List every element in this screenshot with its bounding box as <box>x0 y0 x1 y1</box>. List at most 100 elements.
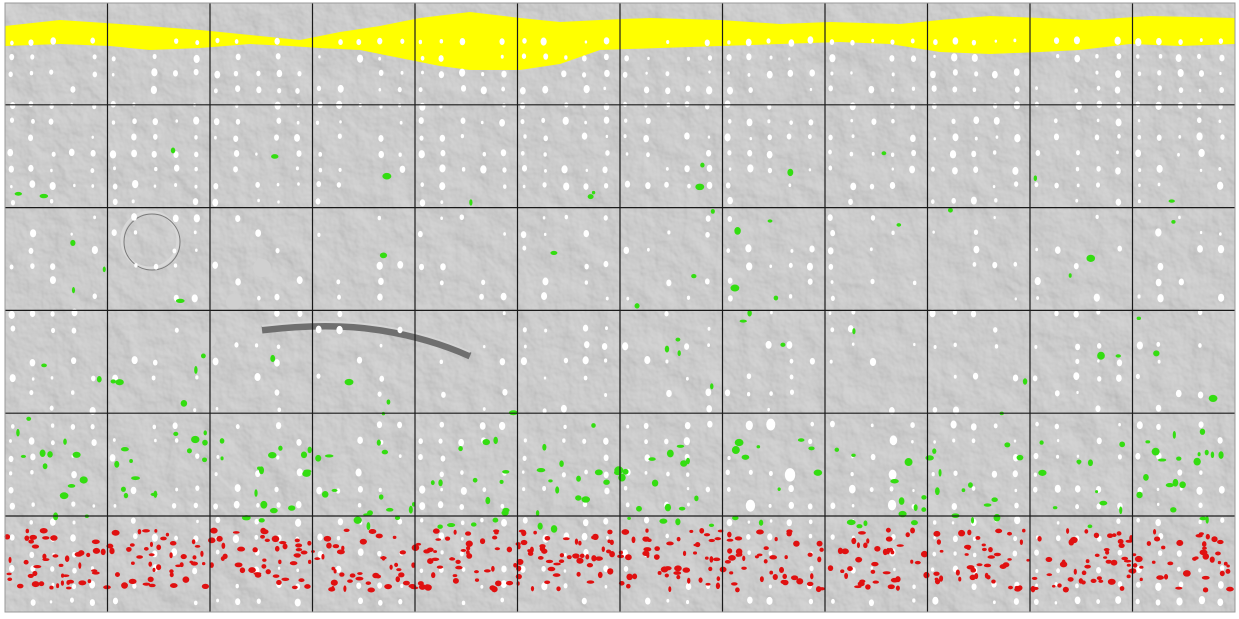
white-marker <box>911 440 914 443</box>
white-marker <box>421 56 425 61</box>
white-marker <box>665 71 669 76</box>
red-marker <box>883 571 891 574</box>
white-marker <box>236 424 240 429</box>
white-marker <box>767 119 770 123</box>
white-marker <box>522 470 525 473</box>
white-marker <box>850 472 853 476</box>
green-marker <box>971 517 974 524</box>
white-marker <box>1135 150 1141 158</box>
white-marker <box>49 119 54 125</box>
white-marker <box>337 536 340 540</box>
green-marker <box>851 454 855 457</box>
white-marker <box>276 455 279 459</box>
green-marker <box>678 350 681 356</box>
white-marker <box>954 375 957 379</box>
red-marker <box>6 573 11 576</box>
white-marker <box>1096 567 1101 573</box>
white-marker <box>686 472 689 476</box>
white-marker <box>192 568 197 575</box>
white-marker <box>770 311 773 315</box>
white-marker <box>215 517 220 523</box>
white-marker <box>175 488 178 492</box>
white-marker <box>214 118 220 125</box>
white-marker <box>909 166 915 174</box>
white-marker <box>357 55 363 63</box>
white-marker <box>747 597 752 604</box>
white-marker <box>1096 166 1100 172</box>
white-marker <box>645 471 648 475</box>
red-marker <box>92 571 100 574</box>
white-marker <box>564 569 567 572</box>
green-marker <box>1097 352 1105 360</box>
red-marker <box>940 550 944 553</box>
red-marker <box>838 548 843 554</box>
white-marker <box>338 39 343 45</box>
white-marker <box>1157 165 1163 173</box>
white-marker <box>501 293 507 301</box>
red-marker <box>261 564 266 569</box>
white-marker <box>10 41 14 46</box>
green-marker <box>911 520 918 525</box>
white-marker <box>543 53 548 59</box>
red-marker <box>265 539 270 542</box>
white-marker <box>1034 182 1038 187</box>
white-marker <box>644 423 649 429</box>
white-marker <box>790 375 794 380</box>
red-marker <box>112 530 120 536</box>
white-marker <box>337 295 341 300</box>
white-marker <box>257 598 261 603</box>
white-marker <box>440 550 443 554</box>
white-marker <box>91 424 95 429</box>
white-marker <box>521 119 525 124</box>
white-marker <box>132 356 138 364</box>
white-marker <box>1035 277 1041 285</box>
white-marker <box>356 39 361 45</box>
red-marker <box>42 536 49 539</box>
white-marker <box>563 117 569 125</box>
white-marker <box>524 345 527 349</box>
white-marker <box>1054 37 1059 44</box>
red-marker <box>1032 577 1038 580</box>
red-marker <box>606 549 611 553</box>
white-marker <box>707 421 712 428</box>
white-marker <box>401 71 404 75</box>
red-marker <box>987 555 995 558</box>
red-marker <box>1202 547 1207 550</box>
red-marker <box>129 579 137 584</box>
red-marker <box>607 539 610 543</box>
red-marker <box>810 573 813 579</box>
red-marker <box>673 571 681 575</box>
white-marker <box>419 117 424 124</box>
red-marker <box>1202 576 1210 580</box>
red-marker <box>784 555 787 559</box>
white-marker <box>297 276 303 284</box>
white-marker <box>871 39 874 43</box>
white-marker <box>358 548 364 556</box>
green-marker <box>1088 459 1093 466</box>
white-marker <box>28 135 33 142</box>
white-marker <box>708 135 710 138</box>
white-marker <box>1116 518 1120 523</box>
white-marker <box>1218 437 1223 444</box>
white-marker <box>460 38 466 45</box>
white-marker <box>9 166 14 173</box>
white-marker <box>440 280 444 285</box>
red-marker <box>233 531 240 534</box>
white-marker <box>564 553 567 557</box>
white-marker <box>316 198 321 204</box>
red-marker <box>455 566 462 570</box>
white-marker <box>151 68 157 76</box>
white-marker <box>397 422 402 429</box>
white-marker <box>235 278 241 285</box>
white-marker <box>809 519 813 524</box>
white-marker <box>725 100 731 108</box>
white-marker <box>174 183 177 187</box>
white-marker <box>972 583 977 590</box>
white-marker <box>397 327 402 334</box>
green-marker <box>921 495 926 500</box>
white-marker <box>850 119 853 123</box>
white-marker <box>1177 153 1180 157</box>
white-marker <box>51 440 55 445</box>
white-marker <box>747 119 753 127</box>
green-marker <box>591 423 596 428</box>
